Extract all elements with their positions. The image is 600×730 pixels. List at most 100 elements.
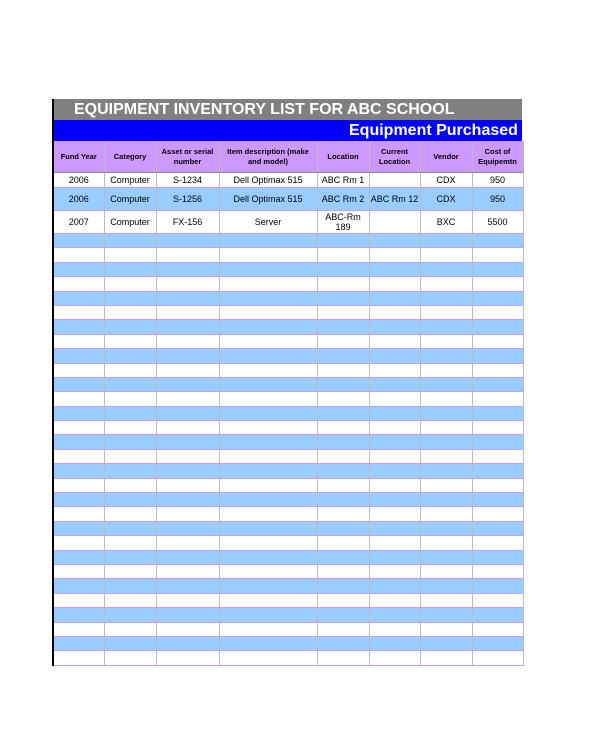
empty-cell[interactable] <box>368 363 421 378</box>
col-vendor[interactable]: Vendor <box>419 141 473 173</box>
empty-cell[interactable] <box>52 622 105 637</box>
empty-cell[interactable] <box>103 636 157 652</box>
empty-cell[interactable] <box>103 478 157 494</box>
empty-cell[interactable] <box>103 578 157 594</box>
empty-cell[interactable] <box>52 348 105 364</box>
empty-cell[interactable] <box>419 262 473 278</box>
empty-cell[interactable] <box>155 564 220 580</box>
empty-cell[interactable] <box>471 247 524 263</box>
empty-cell[interactable] <box>471 622 524 637</box>
cell[interactable]: Computer <box>103 172 157 188</box>
empty-cell[interactable] <box>471 564 524 580</box>
empty-cell[interactable] <box>316 478 370 494</box>
empty-cell[interactable] <box>419 406 473 422</box>
empty-cell[interactable] <box>419 521 473 537</box>
empty-cell[interactable] <box>155 305 220 321</box>
empty-cell[interactable] <box>103 521 157 537</box>
empty-cell[interactable] <box>419 291 473 306</box>
empty-cell[interactable] <box>218 550 318 565</box>
cell[interactable]: CDX <box>419 172 473 188</box>
empty-cell[interactable] <box>368 406 421 422</box>
cell[interactable] <box>368 210 421 234</box>
empty-cell[interactable] <box>471 650 524 666</box>
empty-cell[interactable] <box>471 276 524 292</box>
empty-cell[interactable] <box>52 377 105 393</box>
empty-cell[interactable] <box>218 276 318 292</box>
cell[interactable]: ABC-Rm 189 <box>316 210 370 234</box>
empty-cell[interactable] <box>155 478 220 494</box>
empty-cell[interactable] <box>368 305 421 321</box>
empty-cell[interactable] <box>52 593 105 609</box>
empty-cell[interactable] <box>471 334 524 350</box>
empty-cell[interactable] <box>316 391 370 407</box>
empty-cell[interactable] <box>218 521 318 537</box>
empty-cell[interactable] <box>218 636 318 652</box>
empty-cell[interactable] <box>368 492 421 508</box>
empty-cell[interactable] <box>52 247 105 263</box>
col-cost[interactable]: Cost of Equipemtn <box>471 141 524 173</box>
empty-cell[interactable] <box>52 291 105 306</box>
cell[interactable]: Computer <box>103 210 157 234</box>
cell[interactable]: 5500 <box>471 210 524 234</box>
empty-cell[interactable] <box>471 449 524 465</box>
empty-cell[interactable] <box>155 291 220 306</box>
empty-cell[interactable] <box>419 319 473 335</box>
empty-cell[interactable] <box>155 434 220 450</box>
empty-cell[interactable] <box>316 434 370 450</box>
col-location[interactable]: Location <box>316 141 370 173</box>
empty-cell[interactable] <box>52 463 105 479</box>
empty-cell[interactable] <box>155 319 220 335</box>
empty-cell[interactable] <box>419 363 473 378</box>
empty-cell[interactable] <box>316 276 370 292</box>
empty-cell[interactable] <box>103 434 157 450</box>
empty-cell[interactable] <box>316 521 370 537</box>
empty-cell[interactable] <box>52 607 105 623</box>
empty-cell[interactable] <box>52 478 105 494</box>
empty-cell[interactable] <box>419 463 473 479</box>
empty-cell[interactable] <box>368 233 421 249</box>
empty-cell[interactable] <box>316 636 370 652</box>
cell[interactable]: BXC <box>419 210 473 234</box>
empty-cell[interactable] <box>103 348 157 364</box>
empty-cell[interactable] <box>471 492 524 508</box>
empty-cell[interactable] <box>218 319 318 335</box>
empty-cell[interactable] <box>155 521 220 537</box>
empty-cell[interactable] <box>316 262 370 278</box>
empty-cell[interactable] <box>103 449 157 465</box>
empty-cell[interactable] <box>419 650 473 666</box>
empty-cell[interactable] <box>103 492 157 508</box>
empty-cell[interactable] <box>218 535 318 551</box>
empty-cell[interactable] <box>471 593 524 609</box>
cell[interactable]: Dell Optimax 515 <box>218 172 318 188</box>
cell[interactable]: Computer <box>103 187 157 211</box>
empty-cell[interactable] <box>155 578 220 594</box>
empty-cell[interactable] <box>103 377 157 393</box>
empty-cell[interactable] <box>368 636 421 652</box>
empty-cell[interactable] <box>471 506 524 522</box>
empty-cell[interactable] <box>471 305 524 321</box>
empty-cell[interactable] <box>52 535 105 551</box>
empty-cell[interactable] <box>103 506 157 522</box>
empty-cell[interactable] <box>218 478 318 494</box>
empty-cell[interactable] <box>103 276 157 292</box>
empty-cell[interactable] <box>103 550 157 565</box>
empty-cell[interactable] <box>218 247 318 263</box>
empty-cell[interactable] <box>471 521 524 537</box>
empty-cell[interactable] <box>52 564 105 580</box>
empty-cell[interactable] <box>419 492 473 508</box>
empty-cell[interactable] <box>103 607 157 623</box>
empty-cell[interactable] <box>316 492 370 508</box>
empty-cell[interactable] <box>218 492 318 508</box>
empty-cell[interactable] <box>316 463 370 479</box>
empty-cell[interactable] <box>316 607 370 623</box>
empty-cell[interactable] <box>471 420 524 436</box>
empty-cell[interactable] <box>103 535 157 551</box>
empty-cell[interactable] <box>368 276 421 292</box>
empty-cell[interactable] <box>368 434 421 450</box>
empty-cell[interactable] <box>368 564 421 580</box>
empty-cell[interactable] <box>316 319 370 335</box>
empty-cell[interactable] <box>218 406 318 422</box>
cell[interactable]: 950 <box>471 187 524 211</box>
empty-cell[interactable] <box>368 291 421 306</box>
empty-cell[interactable] <box>316 233 370 249</box>
